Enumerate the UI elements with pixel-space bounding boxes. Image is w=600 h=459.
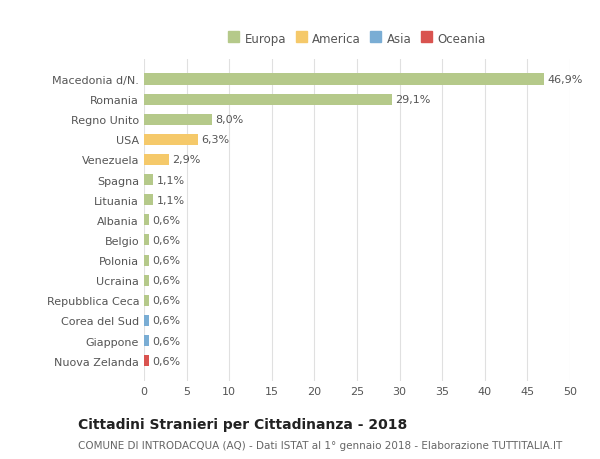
Text: Cittadini Stranieri per Cittadinanza - 2018: Cittadini Stranieri per Cittadinanza - 2…: [78, 417, 407, 431]
Text: 0,6%: 0,6%: [152, 275, 181, 285]
Text: 29,1%: 29,1%: [395, 95, 431, 105]
Bar: [144, 95, 392, 106]
Bar: [144, 315, 149, 326]
Bar: [144, 74, 544, 85]
Bar: [144, 195, 154, 206]
Text: 6,3%: 6,3%: [201, 135, 229, 145]
Text: 0,6%: 0,6%: [152, 336, 181, 346]
Legend: Europa, America, Asia, Oceania: Europa, America, Asia, Oceania: [226, 30, 488, 48]
Text: 0,6%: 0,6%: [152, 215, 181, 225]
Text: 0,6%: 0,6%: [152, 256, 181, 265]
Text: COMUNE DI INTRODACQUA (AQ) - Dati ISTAT al 1° gennaio 2018 - Elaborazione TUTTIT: COMUNE DI INTRODACQUA (AQ) - Dati ISTAT …: [78, 440, 562, 450]
Bar: [144, 355, 149, 366]
Text: 0,6%: 0,6%: [152, 296, 181, 306]
Text: 0,6%: 0,6%: [152, 316, 181, 326]
Text: 46,9%: 46,9%: [547, 75, 583, 85]
Bar: [144, 215, 149, 226]
Text: 1,1%: 1,1%: [157, 195, 185, 205]
Text: 2,9%: 2,9%: [172, 155, 200, 165]
Bar: [144, 235, 149, 246]
Bar: [144, 295, 149, 306]
Bar: [144, 174, 154, 186]
Text: 8,0%: 8,0%: [215, 115, 244, 125]
Text: 0,6%: 0,6%: [152, 356, 181, 366]
Bar: [144, 255, 149, 266]
Text: 0,6%: 0,6%: [152, 235, 181, 246]
Bar: [144, 134, 197, 146]
Bar: [144, 114, 212, 125]
Text: 1,1%: 1,1%: [157, 175, 185, 185]
Bar: [144, 155, 169, 166]
Bar: [144, 335, 149, 346]
Bar: [144, 275, 149, 286]
